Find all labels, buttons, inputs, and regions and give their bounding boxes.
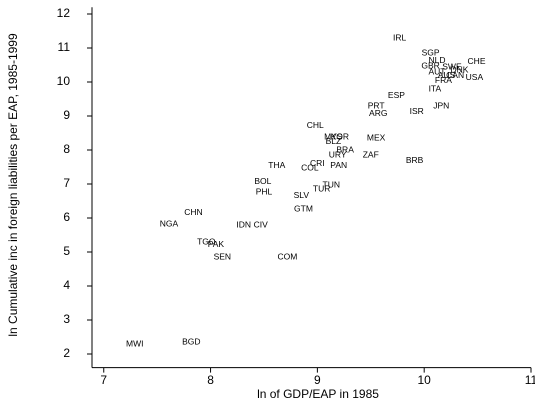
y-tick-label: 7: [63, 176, 70, 190]
point-label: JPN: [433, 100, 449, 110]
point-label: KOR: [331, 131, 349, 141]
point-label: CHE: [468, 56, 486, 66]
point-label: TGO: [197, 236, 216, 246]
x-tick-label: 7: [100, 373, 107, 387]
y-tick-label: 2: [63, 346, 70, 360]
point-label: BRB: [406, 155, 424, 165]
point-label: SEN: [214, 251, 231, 261]
point-label: GTM: [294, 203, 313, 213]
x-tick-label: 9: [314, 373, 321, 387]
y-tick-label: 5: [63, 244, 70, 258]
point-label: MYS: [324, 131, 343, 141]
point-label: MWI: [126, 338, 143, 348]
y-tick-label: 9: [63, 108, 70, 122]
point-label: PRT: [368, 100, 385, 110]
point-label: IRL: [393, 32, 407, 42]
y-tick-label: 10: [57, 74, 71, 88]
point-label: TUR: [313, 183, 330, 193]
point-label: CIV: [254, 219, 269, 229]
y-tick-label: 11: [58, 40, 71, 54]
x-tick-label: 11: [525, 373, 535, 387]
y-tick-label: 12: [57, 6, 71, 20]
point-label: PAK: [208, 239, 225, 249]
point-label: PHL: [256, 186, 273, 196]
point-label: CHL: [307, 120, 324, 130]
point-label: GBR: [421, 60, 439, 70]
point-label: CHN: [184, 207, 202, 217]
point-label: SLV: [294, 190, 310, 200]
point-label: SGP: [422, 47, 440, 57]
point-label: AUS: [438, 70, 456, 80]
point-label: ARG: [369, 108, 387, 118]
point-label: COM: [278, 251, 298, 261]
point-label: COL: [301, 162, 319, 172]
point-label: BOL: [254, 176, 271, 186]
point-label: CAN: [446, 70, 464, 80]
point-label: ESP: [388, 90, 405, 100]
x-tick-label: 8: [207, 373, 214, 387]
point-label: IDN: [236, 219, 251, 229]
point-label: USA: [466, 72, 484, 82]
y-tick-label: 6: [63, 210, 70, 224]
point-label: CRI: [310, 158, 325, 168]
point-label: BRA: [336, 144, 354, 154]
point-label: NLD: [428, 55, 445, 65]
y-tick-label: 8: [63, 142, 70, 156]
point-label: FRA: [435, 75, 452, 85]
y-tick-label: 4: [63, 278, 70, 292]
point-label: BLZ: [326, 136, 342, 146]
point-label: MEX: [367, 132, 386, 142]
point-label: BGD: [182, 336, 200, 346]
point-label: NGA: [160, 218, 179, 228]
x-tick-label: 10: [418, 373, 432, 387]
point-label: TUN: [323, 179, 340, 189]
point-label: ISR: [410, 106, 424, 116]
point-label: PAN: [330, 160, 347, 170]
y-axis-title: ln Cumulative inc in foreign liabilities…: [6, 33, 20, 337]
point-label: ITA: [429, 83, 442, 93]
point-label: THA: [268, 160, 285, 170]
point-label: SWE: [442, 61, 462, 71]
point-label: DNK: [450, 64, 468, 74]
point-label: ZAF: [363, 149, 379, 159]
y-tick-label: 3: [63, 312, 70, 326]
point-label: URY: [329, 149, 347, 159]
x-axis-title: ln of GDP/EAP in 1985: [257, 387, 379, 401]
point-label: AUT: [429, 66, 446, 76]
